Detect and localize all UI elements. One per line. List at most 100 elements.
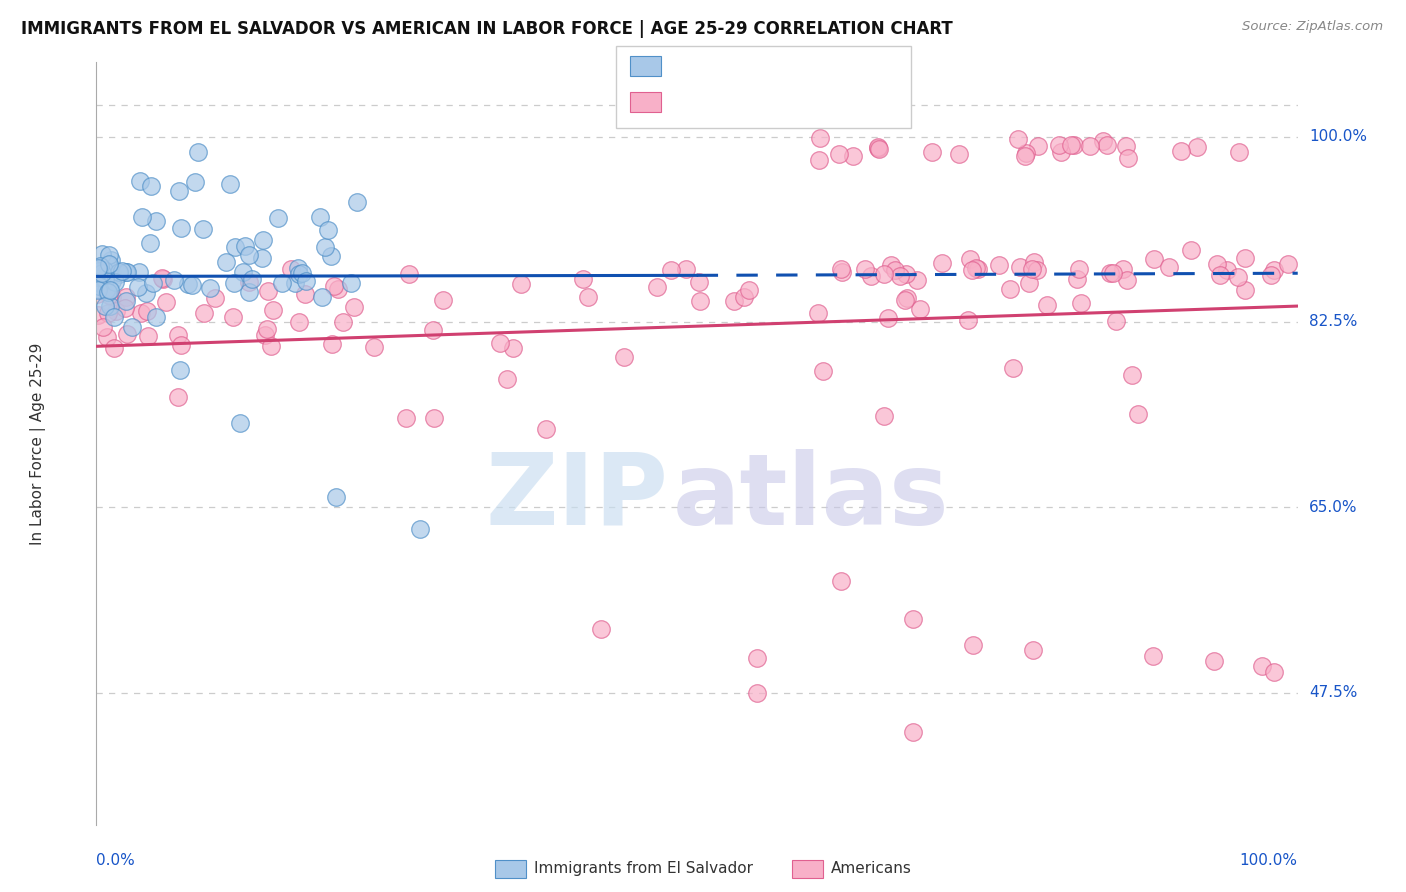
- Point: [238, 275, 260, 289]
- Point: [905, 273, 928, 287]
- Point: [90, 263, 112, 277]
- Point: [962, 638, 984, 652]
- Point: [288, 267, 311, 281]
- Point: [921, 145, 943, 160]
- Text: 160: 160: [823, 93, 860, 111]
- Point: [167, 184, 190, 198]
- Point: [256, 284, 278, 298]
- Point: [1092, 134, 1115, 148]
- Point: [101, 290, 124, 304]
- Point: [1277, 257, 1299, 271]
- Point: [229, 416, 252, 430]
- Point: [97, 285, 120, 299]
- Point: [136, 304, 159, 318]
- Point: [589, 622, 612, 636]
- Text: Immigrants from El Salvador: Immigrants from El Salvador: [534, 862, 754, 876]
- Point: [1102, 266, 1125, 280]
- Point: [91, 265, 114, 279]
- Point: [169, 362, 191, 376]
- Point: [294, 286, 316, 301]
- Point: [105, 303, 128, 318]
- Point: [224, 240, 246, 254]
- Point: [894, 293, 917, 307]
- Point: [495, 372, 517, 386]
- Point: [908, 301, 931, 316]
- Point: [988, 258, 1011, 272]
- Point: [1142, 648, 1164, 663]
- Point: [830, 262, 852, 277]
- Point: [97, 248, 120, 262]
- Point: [1170, 145, 1192, 159]
- Point: [1095, 137, 1118, 152]
- Point: [288, 315, 311, 329]
- Point: [204, 291, 226, 305]
- Point: [409, 521, 432, 535]
- Point: [423, 410, 446, 425]
- Point: [98, 299, 121, 313]
- Point: [238, 285, 260, 299]
- Point: [252, 233, 274, 247]
- Point: [127, 280, 149, 294]
- Text: R =: R =: [675, 93, 714, 111]
- Point: [250, 251, 273, 265]
- Point: [868, 142, 890, 156]
- Point: [866, 141, 889, 155]
- Text: N=: N=: [782, 93, 815, 111]
- Point: [1022, 254, 1045, 268]
- Point: [855, 262, 877, 277]
- Point: [86, 283, 108, 297]
- Point: [1116, 273, 1139, 287]
- Point: [1227, 269, 1250, 284]
- Point: [894, 267, 917, 281]
- Point: [89, 279, 111, 293]
- Point: [96, 284, 118, 298]
- Point: [675, 262, 697, 277]
- Point: [536, 422, 558, 436]
- Point: [1143, 252, 1166, 266]
- Point: [311, 290, 333, 304]
- Point: [738, 283, 761, 297]
- Point: [89, 259, 111, 273]
- Point: [332, 315, 354, 329]
- Point: [1105, 314, 1128, 328]
- Point: [1128, 407, 1150, 421]
- Point: [98, 258, 121, 272]
- Point: [141, 179, 163, 194]
- Point: [267, 211, 290, 225]
- Point: [689, 294, 711, 309]
- Point: [187, 145, 209, 160]
- Point: [896, 291, 918, 305]
- Point: [170, 221, 193, 235]
- Point: [262, 302, 284, 317]
- Point: [422, 322, 444, 336]
- Point: [502, 342, 524, 356]
- Point: [956, 312, 979, 326]
- Point: [150, 270, 173, 285]
- Point: [808, 153, 831, 167]
- Point: [1121, 368, 1143, 383]
- Point: [232, 265, 254, 279]
- Point: [177, 277, 200, 291]
- Point: [103, 310, 125, 324]
- Point: [96, 330, 118, 344]
- Point: [114, 265, 136, 279]
- Point: [319, 249, 342, 263]
- Point: [87, 260, 110, 275]
- Point: [90, 267, 112, 281]
- Point: [322, 278, 344, 293]
- Point: [86, 286, 108, 301]
- Point: [572, 271, 595, 285]
- Point: [131, 306, 153, 320]
- Point: [1036, 298, 1059, 312]
- Point: [108, 265, 131, 279]
- Point: [880, 258, 903, 272]
- Point: [193, 306, 215, 320]
- Point: [1216, 262, 1239, 277]
- Point: [103, 342, 125, 356]
- Text: 82.5%: 82.5%: [1309, 315, 1357, 329]
- Point: [1208, 268, 1230, 282]
- Point: [86, 276, 108, 290]
- Point: [948, 146, 970, 161]
- Point: [145, 214, 167, 228]
- Point: [254, 328, 277, 343]
